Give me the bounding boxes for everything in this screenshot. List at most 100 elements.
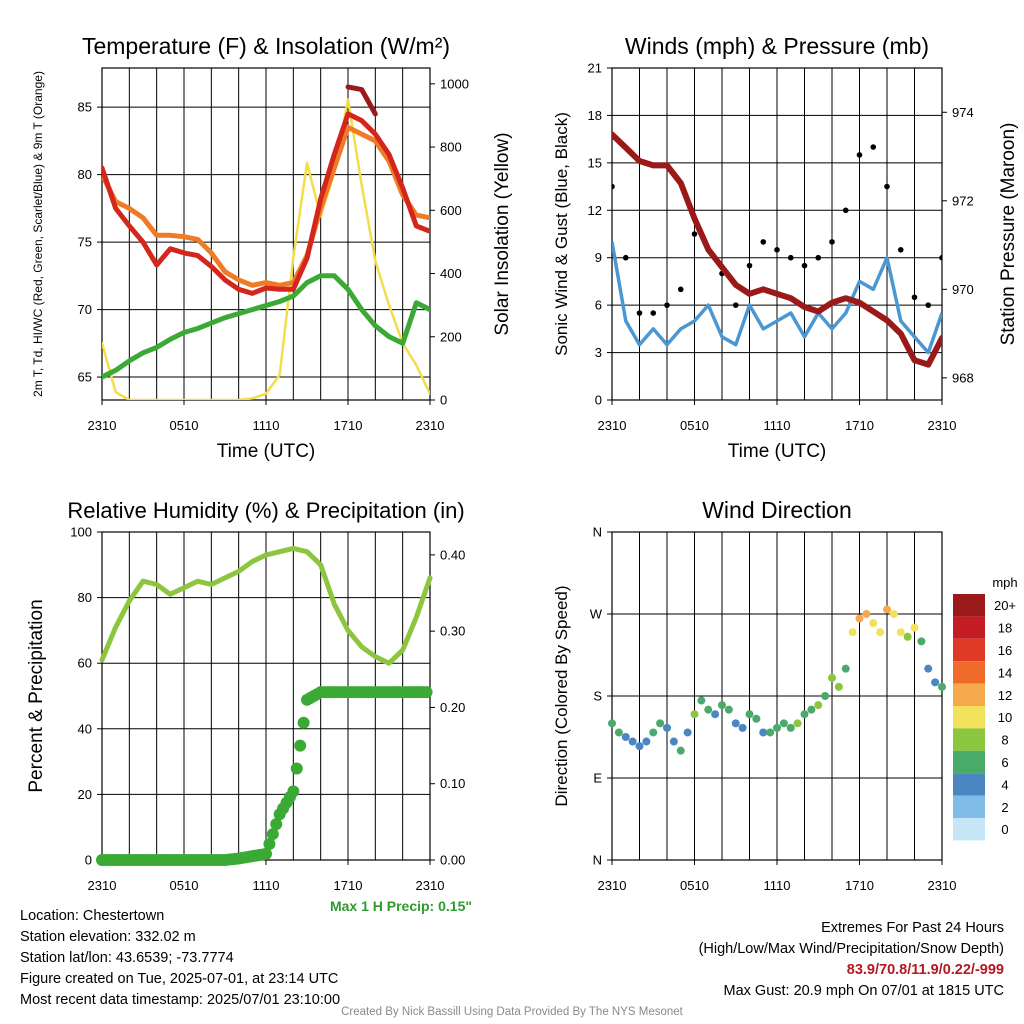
- direction-point: [917, 637, 926, 646]
- direction-point: [938, 682, 946, 691]
- y2-tick-label: 1000: [440, 76, 469, 91]
- direction-point: [807, 705, 816, 714]
- extremes-info: Extremes For Past 24 Hours (High/Low/Max…: [699, 918, 1004, 1002]
- x-tick-label: 2310: [416, 878, 445, 893]
- gust-point: [856, 152, 863, 158]
- latlon-text: Station lat/lon: 43.6539; -73.7774: [20, 950, 234, 966]
- y2-tick-label: 0: [440, 393, 447, 408]
- y2-tick-label: 0.40: [440, 547, 465, 562]
- precip-point: [297, 716, 310, 729]
- legend-label: 10: [998, 710, 1012, 725]
- x-axis-label: Time (UTC): [217, 441, 316, 462]
- y2-tick-label: 974: [952, 105, 974, 120]
- gust-point: [911, 294, 918, 301]
- gust-point: [650, 310, 657, 316]
- legend-swatch: [953, 750, 985, 774]
- y-tick-label: 21: [588, 61, 602, 76]
- direction-point: [910, 623, 919, 632]
- direction-point: [608, 719, 616, 728]
- legend-swatch: [953, 661, 985, 684]
- y2-axis-label: Station Pressure (Maroon): [998, 123, 1019, 346]
- direction-point: [704, 705, 713, 714]
- precip-point: [290, 762, 303, 775]
- legend-swatch: [953, 616, 985, 639]
- legend-swatch: [953, 638, 985, 662]
- precip-point: [294, 739, 307, 752]
- direction-point: [793, 719, 802, 728]
- plot-area: [102, 84, 430, 400]
- y-tick-label: 6: [595, 298, 602, 313]
- x-tick-label: 2310: [416, 418, 445, 433]
- y2-tick-label: 800: [440, 140, 462, 155]
- x-tick-label: 2310: [88, 878, 117, 893]
- y-tick-label: 100: [70, 525, 92, 540]
- y-tick-label: 9: [595, 250, 602, 265]
- legend-label: 0: [1001, 822, 1008, 837]
- gust-point: [622, 254, 629, 261]
- gust-point: [801, 262, 808, 269]
- x-tick-label: 2310: [598, 418, 627, 433]
- y-tick-label: 18: [588, 108, 602, 123]
- speed-legend: mph 20+ 18 16 14 12 10 8 6 4 2 0: [953, 575, 1018, 841]
- max-precip-annotation: Max 1 H Precip: 0.15": [330, 898, 472, 914]
- gust-point: [939, 254, 942, 261]
- legend-label: 12: [998, 688, 1012, 703]
- legend-swatch: [953, 706, 985, 729]
- legend-swatch: [953, 728, 985, 751]
- direction-point: [690, 710, 699, 719]
- station-info: Location: Chestertown Station elevation:…: [20, 906, 340, 1011]
- direction-point: [649, 728, 658, 737]
- legend-swatch: [953, 818, 985, 841]
- y-tick-label: 80: [78, 590, 92, 605]
- legend-label: 8: [1001, 733, 1008, 748]
- y2-tick-label: 0.30: [440, 624, 465, 639]
- direction-point: [773, 723, 781, 732]
- x-tick-label: 0510: [170, 878, 199, 893]
- y-tick-label: 75: [78, 235, 92, 250]
- y-tick-label: 20: [78, 787, 92, 802]
- gust-point: [829, 239, 835, 245]
- y-tick-label: S: [593, 689, 602, 704]
- direction-point: [903, 632, 912, 641]
- x-tick-label: 2310: [928, 878, 957, 893]
- x-tick-label: 0510: [680, 878, 709, 893]
- y-axis-label: 2m T, Td, HI/WC (Red, Green, Scarlet/Blu…: [31, 71, 45, 397]
- direction-point: [676, 746, 685, 755]
- y2-tick-label: 972: [952, 193, 974, 208]
- direction-point: [697, 696, 706, 705]
- direction-point: [724, 705, 733, 714]
- x-tick-label: 0510: [170, 418, 199, 433]
- direction-point: [821, 692, 830, 700]
- precip-point: [270, 818, 283, 831]
- x-tick-label: 1110: [253, 878, 280, 893]
- direction-point: [848, 628, 857, 637]
- gust-point: [897, 247, 904, 253]
- gust-point: [870, 144, 877, 150]
- series-line-9m-t: [102, 124, 430, 288]
- direction-point: [862, 610, 871, 618]
- y-tick-label: W: [590, 607, 603, 622]
- y2-tick-label: 0.10: [440, 776, 465, 791]
- legend-label: 4: [1001, 777, 1008, 792]
- x-tick-label: 1710: [845, 878, 874, 893]
- legend-label: 20+: [994, 598, 1016, 613]
- direction-point: [779, 719, 788, 728]
- direction-point: [889, 610, 898, 618]
- y-tick-label: 60: [78, 656, 92, 671]
- x-tick-label: 1110: [764, 878, 791, 893]
- legend-swatch: [953, 773, 985, 796]
- y-tick-label: 0: [595, 393, 602, 408]
- direction-point: [745, 710, 754, 719]
- series-line-hi-wc: [345, 84, 378, 117]
- direction-point: [718, 701, 726, 710]
- y2-tick-label: 968: [952, 370, 974, 385]
- gust-point: [612, 183, 615, 190]
- legend-swatch: [953, 594, 985, 617]
- direction-point: [656, 719, 665, 728]
- y2-axis-label: Solar Insolation (Yellow): [492, 132, 513, 335]
- direction-point: [876, 628, 885, 637]
- gust-point: [884, 183, 890, 190]
- gust-point: [787, 254, 794, 261]
- legend-label: 14: [998, 665, 1012, 680]
